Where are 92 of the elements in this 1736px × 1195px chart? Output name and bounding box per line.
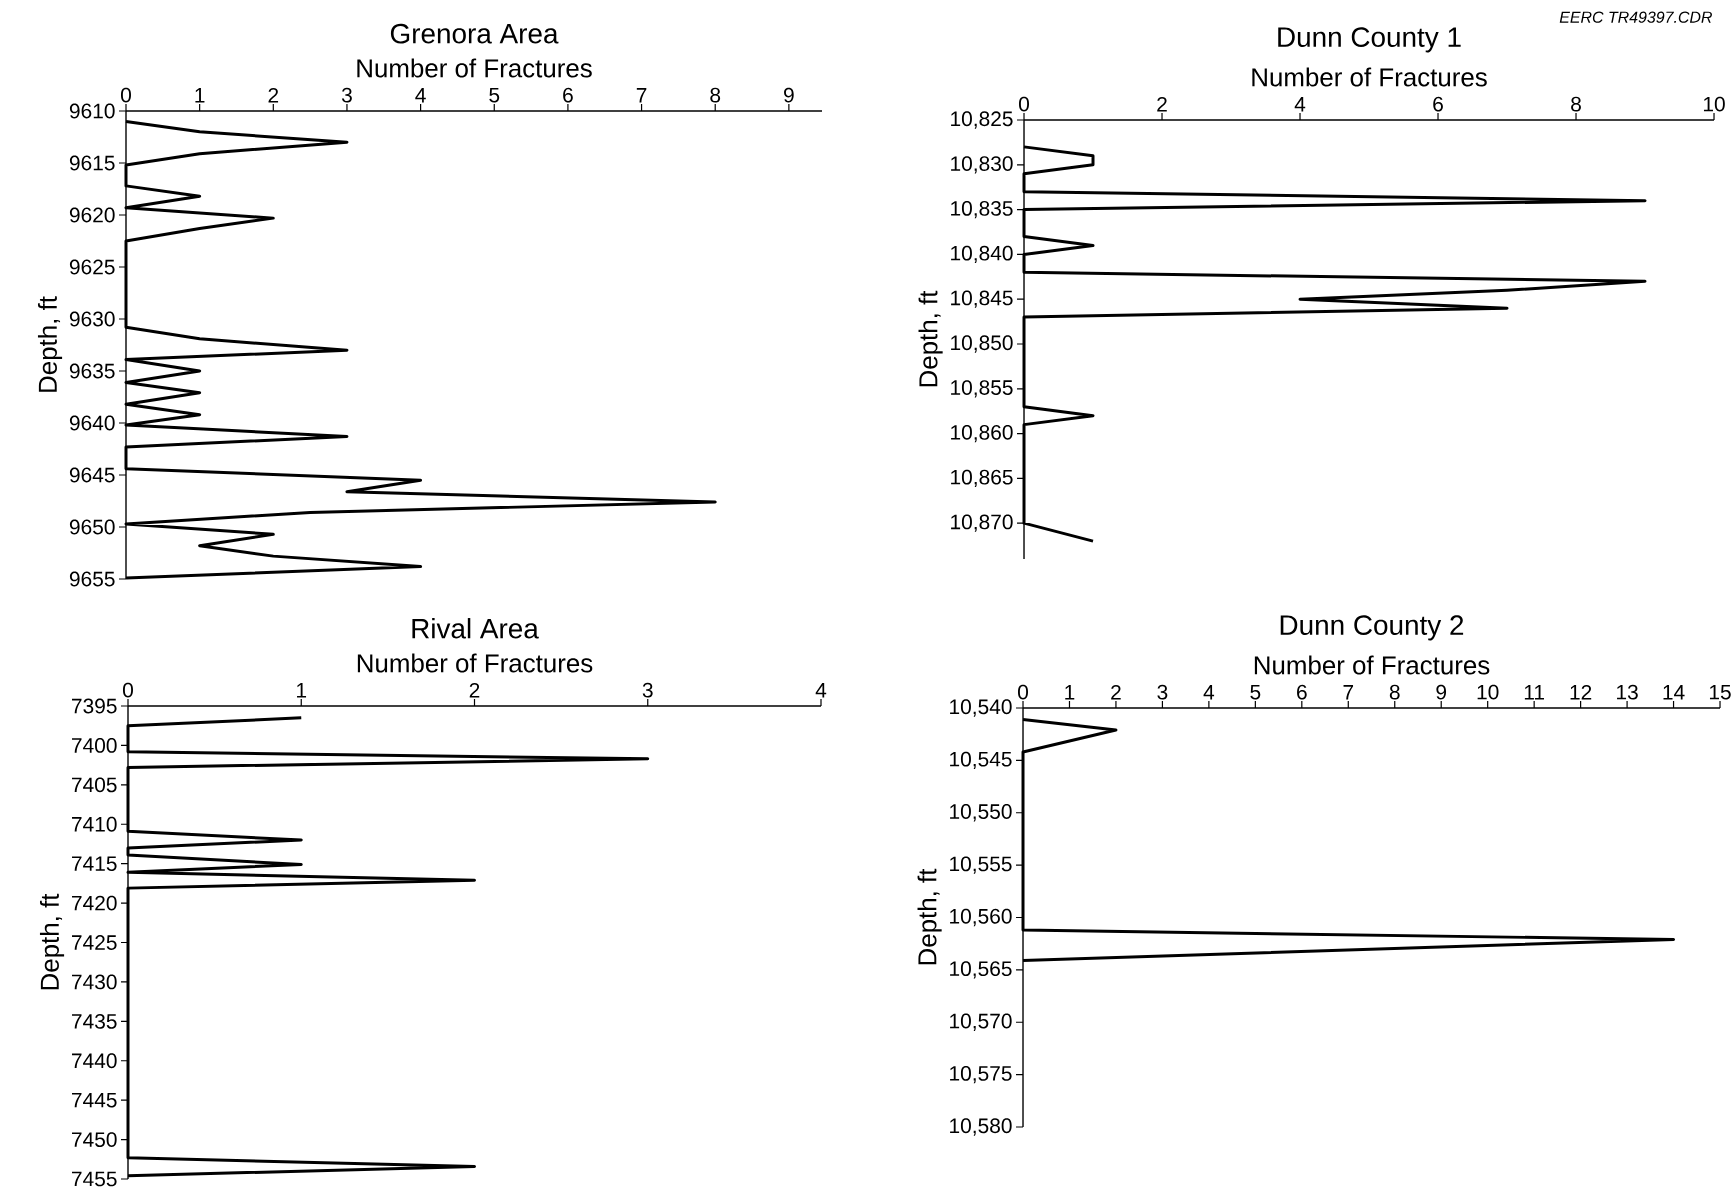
y-tick-label: 9645 xyxy=(69,467,115,483)
x-tick-label: 8 xyxy=(1571,96,1581,112)
x-tick-label: 1 xyxy=(297,683,307,698)
x-tick-label: 3 xyxy=(341,87,352,103)
y-tick-label: 7405 xyxy=(72,777,117,793)
chart-title: Dunn County 1 xyxy=(1278,27,1461,53)
chart-title: Rival Area xyxy=(412,618,539,639)
y-tick-label: 7430 xyxy=(72,974,117,990)
y-tick-label: 9620 xyxy=(69,207,115,223)
y-tick-label: 7420 xyxy=(72,895,117,911)
text: EERC TR49397.CDR xyxy=(1559,11,1712,23)
y-tick-label: 9650 xyxy=(69,519,115,535)
y-tick-label: 10,855 xyxy=(951,380,1013,398)
y-tick-label: 10,540 xyxy=(950,699,1012,717)
x-tick-label: 9 xyxy=(1436,684,1447,700)
y-tick-label: 7435 xyxy=(72,1013,117,1029)
x-tick-label: 15 xyxy=(1709,684,1731,700)
y-tick-label: 10,565 xyxy=(950,961,1012,979)
y-tick-label: 10,870 xyxy=(951,514,1013,532)
y-tick-label: 10,580 xyxy=(950,1118,1012,1136)
x-tick-label: 5 xyxy=(1250,684,1261,700)
x-tick-label: 7 xyxy=(636,88,647,103)
y-tick-label: 10,835 xyxy=(951,200,1013,219)
x-tick-label: 2 xyxy=(469,682,480,698)
y-tick-label: 10,840 xyxy=(951,245,1013,264)
x-tick-label: 2 xyxy=(268,87,279,103)
x-tick-label: 4 xyxy=(1294,97,1306,112)
x-tick-label: 8 xyxy=(1389,684,1400,700)
x-axis-title: Number of Fractures xyxy=(1254,655,1490,675)
y-tick-label: 9615 xyxy=(69,155,115,171)
y-tick-label: 7455 xyxy=(72,1171,117,1187)
y-tick-label: 9655 xyxy=(69,571,115,587)
x-tick-label: 12 xyxy=(1570,684,1592,700)
y-axis-title: Depth, ft xyxy=(37,296,63,392)
y-tick-label: 9630 xyxy=(69,311,115,327)
y-tick-label: 10,575 xyxy=(950,1066,1012,1084)
x-axis-title: Number of Fractures xyxy=(357,653,593,673)
y-tick-label: 10,560 xyxy=(950,908,1012,927)
x-tick-label: 6 xyxy=(563,87,573,103)
y-axis-title: Depth, ft xyxy=(918,290,943,387)
y-tick-label: 10,850 xyxy=(951,335,1013,353)
y-tick-label: 10,845 xyxy=(951,290,1013,308)
x-tick-label: 3 xyxy=(1157,684,1168,700)
x-tick-label: 4 xyxy=(1203,685,1215,700)
x-tick-label: 14 xyxy=(1663,685,1685,700)
x-tick-label: 9 xyxy=(784,87,794,103)
y-tick-label: 10,545 xyxy=(950,751,1012,770)
x-tick-label: 2 xyxy=(1157,96,1167,112)
y-tick-label: 10,555 xyxy=(950,856,1012,874)
y-tick-label: 7425 xyxy=(72,935,117,950)
x-tick-label: 3 xyxy=(642,682,653,698)
x-tick-label: 10 xyxy=(1477,684,1499,700)
x-tick-label: 8 xyxy=(710,87,721,103)
y-axis-title: Depth, ft xyxy=(917,868,942,965)
y-tick-label: 7450 xyxy=(72,1132,117,1147)
x-tick-label: 0 xyxy=(121,87,131,103)
x-tick-label: 5 xyxy=(489,87,500,103)
x-tick-label: 13 xyxy=(1617,684,1638,700)
x-axis-title: Number of Fractures xyxy=(357,58,592,78)
x-tick-label: 1 xyxy=(1065,685,1075,700)
x-tick-label: 1 xyxy=(195,88,205,103)
y-tick-label: 9610 xyxy=(69,103,115,119)
y-tick-label: 7410 xyxy=(72,816,117,832)
x-tick-label: 11 xyxy=(1524,685,1544,700)
chart-title: Grenora Area xyxy=(390,23,559,44)
x-tick-label: 0 xyxy=(1018,684,1029,700)
x-tick-label: 7 xyxy=(1343,685,1354,700)
y-tick-label: 10,830 xyxy=(951,156,1013,174)
y-tick-label: 9625 xyxy=(69,259,115,275)
x-tick-label: 10 xyxy=(1703,96,1725,112)
chart-title: Dunn County 2 xyxy=(1280,615,1464,641)
x-axis-title: Number of Fractures xyxy=(1252,67,1487,87)
y-tick-label: 7445 xyxy=(72,1092,117,1108)
x-tick-label: 2 xyxy=(1111,684,1121,700)
y-tick-label: 10,550 xyxy=(950,804,1012,822)
y-tick-label: 10,825 xyxy=(951,111,1013,129)
y-tick-label: 10,865 xyxy=(951,469,1013,488)
x-tick-label: 6 xyxy=(1297,684,1307,700)
y-tick-label: 9635 xyxy=(69,363,115,379)
x-tick-label: 4 xyxy=(415,88,426,103)
y-axis-title: Depth, ft xyxy=(39,893,65,990)
y-tick-label: 7440 xyxy=(72,1053,117,1069)
x-tick-label: 6 xyxy=(1433,96,1443,112)
y-tick-label: 9640 xyxy=(69,415,115,431)
y-tick-label: 7400 xyxy=(72,738,117,753)
x-tick-label: 4 xyxy=(815,683,827,698)
x-tick-label: 0 xyxy=(1019,96,1030,112)
y-tick-label: 7415 xyxy=(72,856,117,871)
y-tick-label: 10,570 xyxy=(950,1013,1012,1031)
x-tick-label: 0 xyxy=(123,682,133,698)
y-tick-label: 10,860 xyxy=(951,424,1013,443)
y-tick-label: 7395 xyxy=(72,698,117,714)
